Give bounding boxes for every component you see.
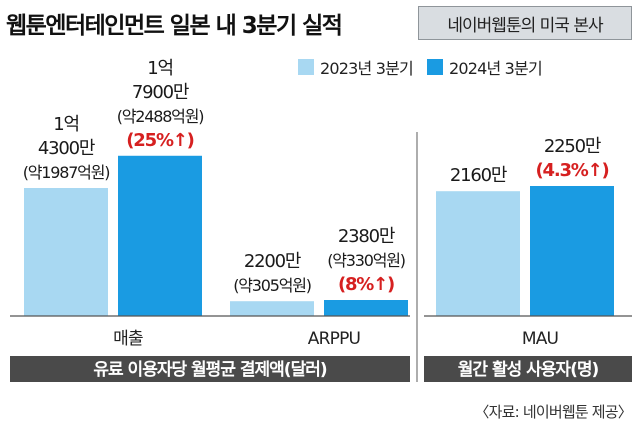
data-label: (약1987억원) [23,163,110,182]
data-label: 7900만 [132,82,189,103]
bar-mau-2023 [436,191,520,316]
legend: 2023년 3분기 2024년 3분기 [298,55,548,79]
data-label: 2200만 [244,251,301,272]
data-label: (8%↑) [338,274,394,295]
legend-item-2024: 2024년 3분기 [426,55,543,79]
bar-arppu-2023 [230,301,314,316]
data-label: 1억 [53,114,79,135]
band-label-right: 월간 활성 사용자(명) [458,359,599,380]
legend-swatch-2023 [298,59,314,75]
data-label: (25%↑) [126,130,193,151]
category-label: ARPPU [308,329,360,349]
data-label: 4300만 [38,138,95,159]
data-label: 2250만 [544,136,601,157]
data-label: (4.3%↑) [535,160,608,181]
band-label-left: 유료 이용자당 월평균 결제액(달러) [93,359,326,380]
legend-label-2024: 2024년 3분기 [448,59,543,78]
bar-mau-2024 [530,186,614,316]
source-note: 〈자료: 네이버웹툰 제공〉 [474,403,632,421]
band-right [424,356,632,382]
legend-swatch-2024 [426,59,443,75]
bar-매출-2023 [24,188,108,316]
subtitle: 네이버웹툰의 미국 본사 [447,15,603,36]
data-label: 1억 [147,58,173,79]
category-label: 매출 [113,329,143,349]
band-left [10,356,410,382]
data-label: (약2488억원) [117,107,204,126]
legend-item-2023: 2023년 3분기 [298,55,414,79]
subtitle-box: 네이버웹툰의 미국 본사 [418,6,632,40]
bar-arppu-2024 [324,300,408,316]
data-label: 2380만 [338,226,395,247]
data-label: (약330억원) [327,251,405,270]
page-title: 웹툰엔터테인먼트 일본 내 3분기 실적 [6,13,343,39]
category-label: MAU [522,329,558,349]
legend-label-2023: 2023년 3분기 [320,59,414,78]
data-label: (약305억원) [233,276,311,295]
data-label: 2160만 [450,165,507,186]
bar-매출-2024 [118,155,202,316]
